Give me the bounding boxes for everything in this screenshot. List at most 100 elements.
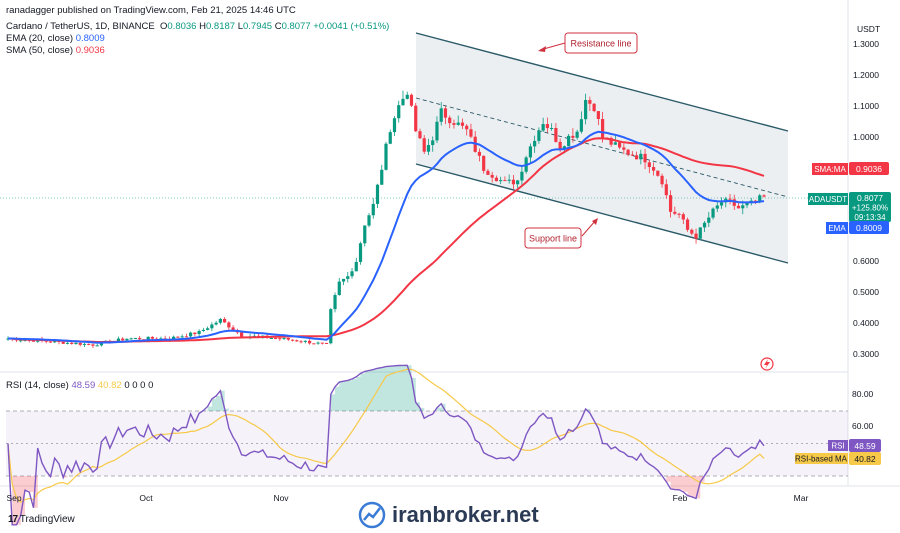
candle-body bbox=[460, 122, 465, 126]
price-badge-change: +125.80% bbox=[852, 204, 888, 213]
candle-body bbox=[673, 211, 677, 214]
candle-body bbox=[639, 153, 643, 160]
candle-body bbox=[431, 140, 435, 146]
candle-body bbox=[592, 103, 596, 112]
rsi-tick-60: 60.00 bbox=[852, 421, 874, 431]
candle-body bbox=[278, 338, 282, 340]
candle-body bbox=[562, 146, 566, 150]
candle-body bbox=[295, 340, 299, 342]
candle-body bbox=[465, 125, 469, 130]
candle-body bbox=[443, 108, 448, 118]
price-tick: 1.1000 bbox=[853, 101, 879, 111]
publisher-line: ranadagger published on TradingView.com,… bbox=[6, 5, 296, 16]
candle-body bbox=[125, 338, 129, 341]
candle-body bbox=[384, 143, 388, 170]
tradingview-logo[interactable]: 17 TradingView bbox=[8, 514, 75, 525]
ema-line bbox=[8, 130, 765, 344]
ema-badge: EMA 0.8009 bbox=[826, 221, 889, 234]
candle-body bbox=[70, 342, 74, 344]
rsi-badge: RSI 48.59 bbox=[828, 439, 881, 452]
candle-body bbox=[53, 341, 57, 343]
candle-body bbox=[184, 336, 188, 338]
candle-body bbox=[418, 131, 422, 139]
price-tick: 0.5000 bbox=[853, 287, 879, 297]
ema-badge-value: 0.8009 bbox=[856, 223, 882, 233]
candle-body bbox=[584, 100, 588, 120]
rsi-legend[interactable]: RSI (14, close) 48.59 40.82 0 0 0 0 bbox=[6, 380, 153, 391]
rsi-line bbox=[7, 364, 765, 526]
candle-body bbox=[533, 140, 537, 147]
candle-body bbox=[210, 324, 214, 329]
candle-body bbox=[121, 338, 125, 341]
high-value: 0.8187 bbox=[205, 21, 236, 32]
candle-body bbox=[82, 343, 87, 345]
candle-body bbox=[601, 118, 605, 138]
candle-body bbox=[741, 205, 745, 209]
candle-body bbox=[456, 122, 460, 125]
candle-body bbox=[507, 179, 511, 181]
candle-body bbox=[116, 338, 121, 342]
lightning-icon[interactable] bbox=[760, 357, 774, 371]
candle-body bbox=[333, 295, 337, 310]
rsi-badge-tag: RSI bbox=[831, 442, 844, 451]
support-line[interactable] bbox=[415, 163, 789, 264]
candle-body bbox=[354, 261, 358, 272]
candle-body bbox=[375, 184, 380, 204]
channel-midline bbox=[415, 97, 789, 198]
time-tick: Nov bbox=[273, 493, 289, 503]
ema-legend-label: EMA (20, close) bbox=[6, 33, 74, 44]
candle-body bbox=[95, 345, 99, 347]
rsi-badge-value: 48.59 bbox=[854, 441, 876, 451]
candle-body bbox=[371, 203, 375, 216]
close-label: C bbox=[274, 21, 282, 32]
sma-legend[interactable]: SMA (50, close) 0.9036 bbox=[6, 45, 105, 56]
sma-badge-value: 0.9036 bbox=[856, 164, 882, 174]
candle-body bbox=[231, 327, 235, 331]
candle-body bbox=[651, 167, 656, 171]
support-annotation[interactable]: Support line bbox=[524, 218, 598, 249]
candle-body bbox=[150, 336, 155, 339]
candle-body bbox=[685, 219, 690, 230]
low-value: 0.7945 bbox=[242, 21, 273, 32]
high-label: H bbox=[199, 21, 206, 32]
candle-body bbox=[146, 336, 150, 340]
time-axis[interactable]: Sep Oct Nov Feb Mar bbox=[6, 493, 808, 503]
rsi-legend-label: RSI (14, close) bbox=[6, 380, 69, 391]
candle-body bbox=[61, 341, 65, 344]
candle-body bbox=[634, 155, 639, 160]
candle-body bbox=[409, 94, 414, 106]
sma-badge-tag: SMA:MA bbox=[814, 165, 846, 174]
candle-body bbox=[664, 184, 668, 196]
candle-body bbox=[690, 229, 694, 234]
candle-body bbox=[528, 146, 533, 158]
resistance-annotation-text: Resistance line bbox=[570, 39, 631, 49]
candle-body bbox=[554, 128, 558, 142]
candle-body bbox=[172, 336, 176, 340]
candle-body bbox=[545, 124, 549, 129]
candle-body bbox=[388, 132, 392, 144]
resistance-annotation[interactable]: Resistance line bbox=[538, 32, 638, 54]
candle-body bbox=[762, 195, 766, 197]
candle-body bbox=[613, 142, 617, 145]
candle-body bbox=[469, 129, 473, 137]
candle-body bbox=[435, 121, 439, 141]
candle-body bbox=[44, 340, 48, 342]
candle-body bbox=[273, 338, 278, 340]
resistance-line[interactable] bbox=[415, 32, 789, 132]
candle-body bbox=[405, 94, 409, 99]
candle-body bbox=[707, 217, 711, 223]
sma-legend-label: SMA (50, close) bbox=[6, 45, 74, 56]
candle-body bbox=[537, 130, 541, 141]
rsi-legend-value: 48.59 bbox=[71, 380, 96, 391]
candle-body bbox=[422, 138, 426, 152]
price-tick: 1.2000 bbox=[853, 70, 879, 80]
candle-body bbox=[392, 118, 397, 133]
candle-body bbox=[129, 338, 133, 340]
candle-body bbox=[541, 124, 545, 131]
ema-legend[interactable]: EMA (20, close) 0.8009 bbox=[6, 33, 105, 44]
candle-body bbox=[401, 98, 405, 106]
tradingview-text: TradingView bbox=[19, 514, 75, 525]
candle-body bbox=[193, 332, 197, 335]
candle-body bbox=[452, 123, 456, 125]
